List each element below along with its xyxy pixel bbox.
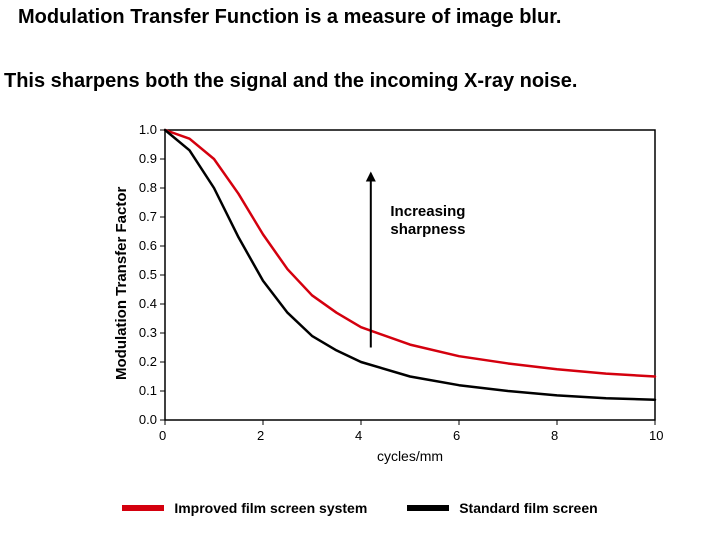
page: Modulation Transfer Function is a measur… — [0, 0, 720, 540]
y-tick-label: 0.8 — [139, 180, 157, 195]
legend-item-improved: Improved film screen system — [122, 500, 367, 516]
title-line-1: Modulation Transfer Function is a measur… — [18, 6, 720, 29]
title-line-2: This sharpens both the signal and the in… — [4, 70, 720, 93]
x-axis-label: cycles/mm — [165, 448, 655, 464]
y-tick-label: 0.3 — [139, 325, 157, 340]
mtf-chart: Modulation Transfer Factor cycles/mm 0 2 4… — [105, 120, 665, 470]
y-axis-label: Modulation Transfer Factor — [113, 187, 130, 380]
y-tick-label: 0.0 — [139, 412, 157, 427]
y-tick-label: 0.4 — [139, 296, 157, 311]
y-tick-label: 1.0 — [139, 122, 157, 137]
legend-label-improved: Improved film screen system — [174, 500, 367, 516]
x-tick-label: 10 — [649, 428, 663, 443]
sharpness-annotation: Increasing sharpness — [390, 203, 465, 239]
legend-label-standard: Standard film screen — [459, 500, 598, 516]
y-tick-label: 0.7 — [139, 209, 157, 224]
x-tick-label: 0 — [159, 428, 166, 443]
y-tick-label: 0.9 — [139, 151, 157, 166]
x-tick-label: 8 — [551, 428, 558, 443]
legend: Improved film screen system Standard fil… — [0, 498, 720, 516]
legend-item-standard: Standard film screen — [407, 500, 598, 516]
y-tick-label: 0.5 — [139, 267, 157, 282]
legend-swatch-improved — [122, 505, 164, 511]
y-tick-label: 0.2 — [139, 354, 157, 369]
y-tick-label: 0.1 — [139, 383, 157, 398]
chart-svg — [105, 120, 665, 470]
annotation-line-1: Increasing — [390, 203, 465, 220]
legend-swatch-standard — [407, 505, 449, 511]
x-tick-label: 2 — [257, 428, 264, 443]
x-tick-label: 4 — [355, 428, 362, 443]
annotation-line-2: sharpness — [390, 221, 465, 238]
y-tick-label: 0.6 — [139, 238, 157, 253]
x-tick-label: 6 — [453, 428, 460, 443]
